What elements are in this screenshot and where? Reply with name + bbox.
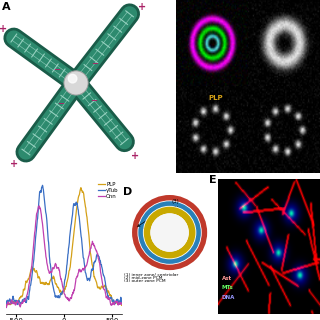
Cnn [89,247,92,251]
Text: (1): (1) [150,214,180,231]
Text: A: A [2,2,10,12]
Circle shape [138,200,202,265]
Circle shape [138,201,201,264]
Circle shape [144,207,196,259]
Text: −: − [53,65,60,74]
PLP [42,281,46,285]
Cnn [42,238,46,242]
γTub [89,274,92,278]
Cnn [37,204,41,208]
Text: MTs: MTs [222,285,234,290]
Text: (3) outer zone PCM: (3) outer zone PCM [124,279,165,283]
Circle shape [150,213,189,252]
Circle shape [132,195,207,270]
Text: D: D [123,188,132,197]
Cnn [50,267,54,271]
γTub [120,300,124,304]
Text: −: − [92,60,99,68]
PLP [89,252,92,255]
PLP [18,296,22,300]
γTub [41,183,44,187]
Cnn [77,268,81,271]
Cnn [88,250,92,254]
PLP [88,245,92,249]
Text: (2) mid-zone PCM: (2) mid-zone PCM [124,276,162,280]
γTub [16,303,20,307]
Circle shape [150,213,189,252]
Line: Cnn: Cnn [6,206,122,308]
Text: −: − [90,96,97,105]
Line: γTub: γTub [6,185,122,305]
Text: Ast: Ast [222,276,232,281]
Text: +: + [138,2,146,12]
PLP [79,186,83,189]
Line: PLP: PLP [6,188,122,306]
Text: (2): (2) [144,206,180,228]
PLP [77,194,81,197]
Legend: PLP, γTub, Cnn: PLP, γTub, Cnn [98,182,119,199]
Cnn [4,306,8,309]
γTub [51,283,54,286]
Text: (1) inner zone/ centriolar: (1) inner zone/ centriolar [124,274,178,277]
γTub [4,302,8,306]
γTub [19,301,22,305]
Circle shape [64,71,88,95]
Text: +: + [10,159,18,169]
Cnn [120,302,124,306]
γTub [43,199,46,203]
γTub [77,218,81,222]
Circle shape [143,206,196,259]
Text: +: + [0,24,7,34]
PLP [120,303,124,307]
Text: +: + [131,150,139,161]
Cnn [18,305,22,309]
Text: B: B [179,2,187,12]
PLP [4,304,8,308]
γTub [88,276,92,280]
PLP [50,276,54,280]
Text: −: − [57,99,64,108]
Circle shape [68,74,77,83]
Text: DNA: DNA [222,295,235,300]
Text: (3): (3) [138,199,180,227]
Text: E: E [209,175,217,185]
